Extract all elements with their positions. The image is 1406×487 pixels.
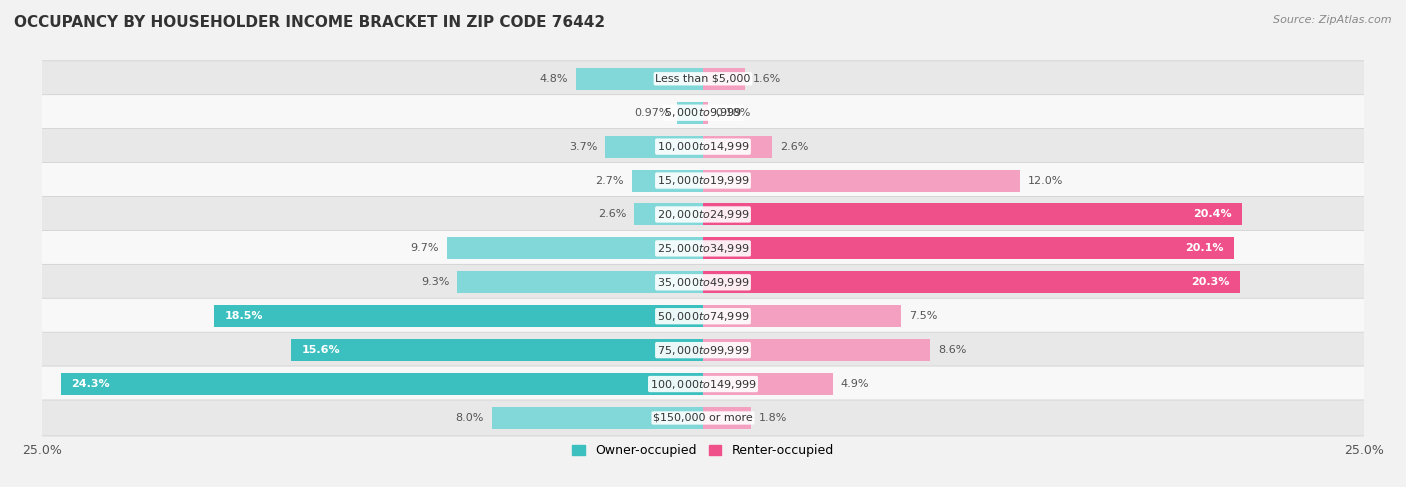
Text: 2.7%: 2.7% <box>595 175 624 186</box>
Text: $25,000 to $34,999: $25,000 to $34,999 <box>657 242 749 255</box>
FancyBboxPatch shape <box>28 298 1378 334</box>
Text: 4.8%: 4.8% <box>540 74 568 84</box>
Bar <box>703 339 931 361</box>
Text: 1.8%: 1.8% <box>758 413 787 423</box>
Bar <box>60 373 703 395</box>
Text: 1.6%: 1.6% <box>754 74 782 84</box>
FancyBboxPatch shape <box>28 163 1378 199</box>
Bar <box>631 169 703 191</box>
Bar <box>457 271 703 293</box>
Text: 20.3%: 20.3% <box>1191 277 1229 287</box>
Bar <box>703 135 772 158</box>
Bar <box>703 305 901 327</box>
Bar <box>703 204 1243 225</box>
Bar <box>703 237 1234 260</box>
FancyBboxPatch shape <box>28 230 1378 266</box>
Bar <box>605 135 703 158</box>
Bar <box>634 204 703 225</box>
Text: 18.5%: 18.5% <box>225 311 263 321</box>
Text: $50,000 to $74,999: $50,000 to $74,999 <box>657 310 749 323</box>
Text: $20,000 to $24,999: $20,000 to $24,999 <box>657 208 749 221</box>
Bar <box>703 271 1240 293</box>
FancyBboxPatch shape <box>28 332 1378 368</box>
Text: $10,000 to $14,999: $10,000 to $14,999 <box>657 140 749 153</box>
Bar <box>447 237 703 260</box>
Text: Source: ZipAtlas.com: Source: ZipAtlas.com <box>1274 15 1392 25</box>
Text: OCCUPANCY BY HOUSEHOLDER INCOME BRACKET IN ZIP CODE 76442: OCCUPANCY BY HOUSEHOLDER INCOME BRACKET … <box>14 15 605 30</box>
Bar <box>703 407 751 429</box>
Text: 8.6%: 8.6% <box>938 345 967 355</box>
Text: $15,000 to $19,999: $15,000 to $19,999 <box>657 174 749 187</box>
Bar <box>703 68 745 90</box>
FancyBboxPatch shape <box>28 264 1378 300</box>
Legend: Owner-occupied, Renter-occupied: Owner-occupied, Renter-occupied <box>568 439 838 463</box>
Text: 4.9%: 4.9% <box>841 379 869 389</box>
Text: 0.18%: 0.18% <box>716 108 751 118</box>
Bar <box>492 407 703 429</box>
Bar <box>576 68 703 90</box>
Bar <box>703 169 1021 191</box>
Text: 9.7%: 9.7% <box>411 244 439 253</box>
Text: Less than $5,000: Less than $5,000 <box>655 74 751 84</box>
Bar <box>291 339 703 361</box>
Bar <box>678 102 703 124</box>
Text: 24.3%: 24.3% <box>72 379 110 389</box>
FancyBboxPatch shape <box>28 129 1378 165</box>
Text: $150,000 or more: $150,000 or more <box>654 413 752 423</box>
FancyBboxPatch shape <box>28 400 1378 436</box>
Text: $100,000 to $149,999: $100,000 to $149,999 <box>650 377 756 391</box>
Text: 12.0%: 12.0% <box>1028 175 1063 186</box>
Text: 2.6%: 2.6% <box>780 142 808 151</box>
Text: $5,000 to $9,999: $5,000 to $9,999 <box>664 106 742 119</box>
Text: 2.6%: 2.6% <box>598 209 626 220</box>
Text: $75,000 to $99,999: $75,000 to $99,999 <box>657 344 749 356</box>
FancyBboxPatch shape <box>28 95 1378 131</box>
Text: $35,000 to $49,999: $35,000 to $49,999 <box>657 276 749 289</box>
Text: 15.6%: 15.6% <box>301 345 340 355</box>
Text: 9.3%: 9.3% <box>420 277 450 287</box>
FancyBboxPatch shape <box>28 61 1378 97</box>
Text: 20.4%: 20.4% <box>1194 209 1232 220</box>
Bar <box>703 102 707 124</box>
Text: 7.5%: 7.5% <box>910 311 938 321</box>
Text: 20.1%: 20.1% <box>1185 244 1223 253</box>
FancyBboxPatch shape <box>28 196 1378 232</box>
Text: 0.97%: 0.97% <box>634 108 669 118</box>
Bar <box>214 305 703 327</box>
Bar <box>703 373 832 395</box>
Text: 8.0%: 8.0% <box>456 413 484 423</box>
FancyBboxPatch shape <box>28 366 1378 402</box>
Text: 3.7%: 3.7% <box>569 142 598 151</box>
